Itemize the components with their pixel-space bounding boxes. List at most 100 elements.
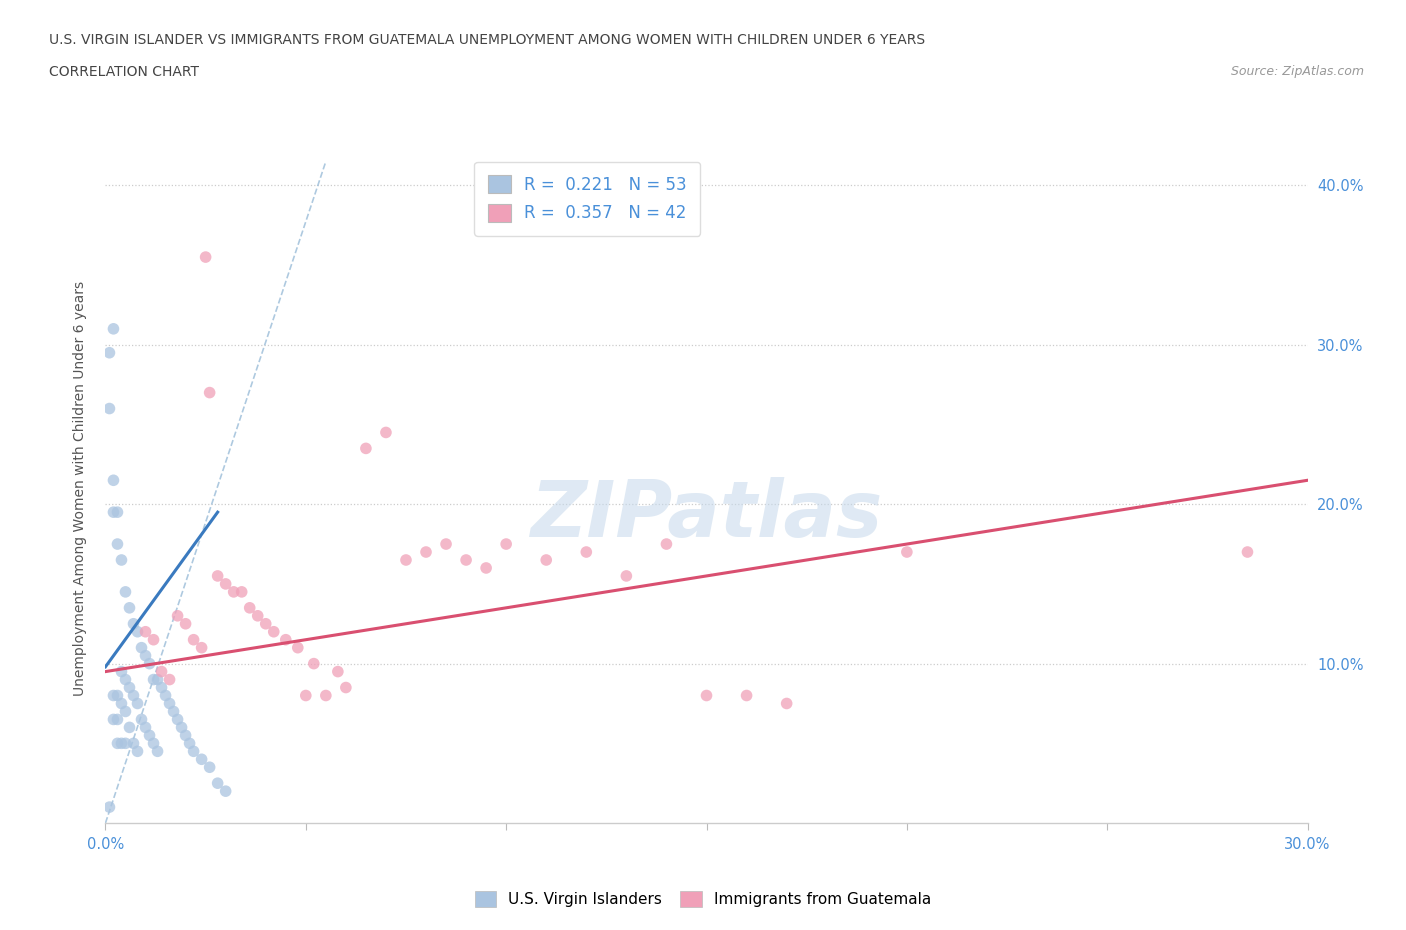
Point	[174, 728, 197, 743]
Point	[222, 584, 245, 599]
Point	[98, 345, 121, 360]
Point	[254, 617, 277, 631]
Point	[122, 617, 145, 631]
Point	[162, 704, 184, 719]
Text: U.S. VIRGIN ISLANDER VS IMMIGRANTS FROM GUATEMALA UNEMPLOYMENT AMONG WOMEN WITH : U.S. VIRGIN ISLANDER VS IMMIGRANTS FROM …	[49, 33, 925, 46]
Point	[110, 736, 132, 751]
Point	[896, 545, 918, 560]
Point	[179, 736, 201, 751]
Point	[207, 776, 229, 790]
Point	[122, 688, 145, 703]
Point	[135, 648, 157, 663]
Point	[138, 657, 160, 671]
Point	[326, 664, 349, 679]
Point	[287, 640, 309, 655]
Point	[190, 751, 212, 766]
Point	[214, 784, 236, 799]
Point	[395, 552, 418, 567]
Point	[103, 472, 125, 487]
Point	[114, 736, 136, 751]
Point	[207, 568, 229, 583]
Point	[107, 736, 129, 751]
Point	[475, 561, 498, 576]
Point	[190, 640, 212, 655]
Point	[198, 760, 221, 775]
Point	[174, 617, 197, 631]
Point	[616, 568, 638, 583]
Point	[374, 425, 398, 440]
Point	[415, 545, 437, 560]
Point	[776, 696, 799, 711]
Point	[214, 577, 236, 591]
Point	[122, 736, 145, 751]
Point	[103, 322, 125, 337]
Point	[434, 537, 457, 551]
Point	[263, 624, 285, 639]
Text: CORRELATION CHART: CORRELATION CHART	[49, 65, 200, 79]
Point	[135, 720, 157, 735]
Point	[138, 728, 160, 743]
Point	[107, 688, 129, 703]
Point	[146, 672, 169, 687]
Point	[131, 640, 153, 655]
Point	[103, 712, 125, 727]
Point	[142, 672, 165, 687]
Legend: U.S. Virgin Islanders, Immigrants from Guatemala: U.S. Virgin Islanders, Immigrants from G…	[468, 884, 938, 913]
Point	[575, 545, 598, 560]
Point	[103, 505, 125, 520]
Point	[107, 712, 129, 727]
Point	[198, 385, 221, 400]
Text: Source: ZipAtlas.com: Source: ZipAtlas.com	[1230, 65, 1364, 78]
Point	[114, 672, 136, 687]
Point	[735, 688, 758, 703]
Point	[495, 537, 517, 551]
Point	[159, 696, 181, 711]
Point	[107, 505, 129, 520]
Point	[315, 688, 337, 703]
Point	[142, 632, 165, 647]
Point	[159, 672, 181, 687]
Point	[107, 537, 129, 551]
Point	[274, 632, 297, 647]
Point	[354, 441, 377, 456]
Point	[183, 744, 205, 759]
Point	[118, 680, 141, 695]
Text: ZIPatlas: ZIPatlas	[530, 477, 883, 553]
Point	[127, 624, 149, 639]
Point	[302, 657, 325, 671]
Point	[131, 712, 153, 727]
Point	[114, 704, 136, 719]
Point	[194, 249, 217, 264]
Legend: R =  0.221   N = 53, R =  0.357   N = 42: R = 0.221 N = 53, R = 0.357 N = 42	[474, 162, 700, 236]
Point	[231, 584, 253, 599]
Point	[534, 552, 557, 567]
Point	[150, 664, 173, 679]
Point	[118, 601, 141, 616]
Point	[98, 401, 121, 416]
Point	[110, 552, 132, 567]
Point	[696, 688, 718, 703]
Point	[114, 584, 136, 599]
Point	[155, 688, 177, 703]
Point	[127, 696, 149, 711]
Point	[135, 624, 157, 639]
Point	[239, 601, 262, 616]
Point	[146, 744, 169, 759]
Point	[335, 680, 357, 695]
Point	[150, 680, 173, 695]
Point	[103, 688, 125, 703]
Point	[183, 632, 205, 647]
Point	[166, 608, 188, 623]
Point	[454, 552, 477, 567]
Point	[246, 608, 269, 623]
Point	[295, 688, 318, 703]
Point	[170, 720, 193, 735]
Point	[118, 720, 141, 735]
Point	[98, 800, 121, 815]
Point	[142, 736, 165, 751]
Point	[110, 664, 132, 679]
Point	[127, 744, 149, 759]
Point	[1236, 545, 1258, 560]
Point	[110, 696, 132, 711]
Y-axis label: Unemployment Among Women with Children Under 6 years: Unemployment Among Women with Children U…	[73, 281, 87, 696]
